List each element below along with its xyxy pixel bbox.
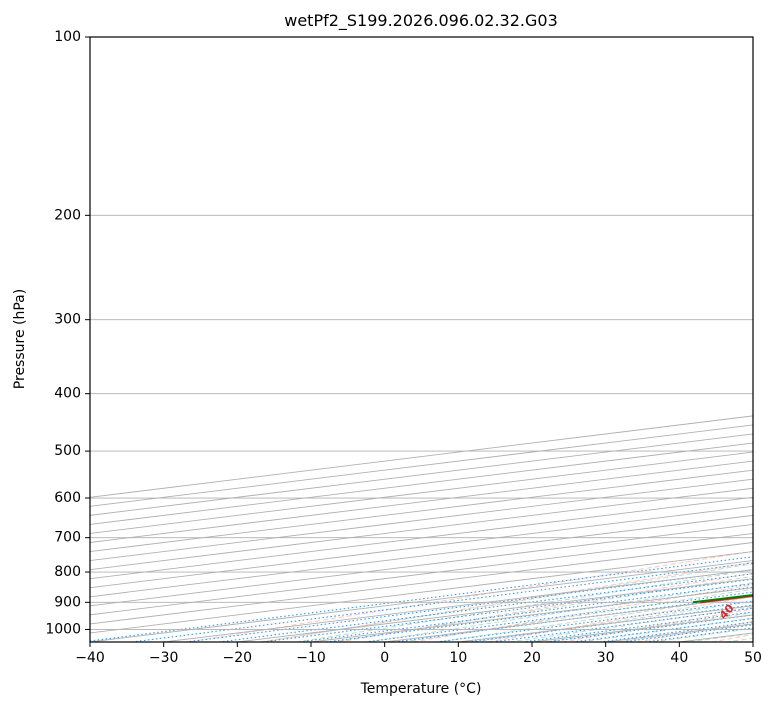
plot-area <box>90 37 753 642</box>
mixing-ratio-lines <box>90 556 753 642</box>
isotherm-line <box>90 523 753 607</box>
y-tick-label: 300 <box>54 312 81 328</box>
isotherm-line <box>90 478 753 562</box>
dry-adiabat-line <box>338 572 753 642</box>
y-tick-label: 800 <box>54 564 81 580</box>
mixing-ratio-line <box>326 586 753 642</box>
x-tick-label: −20 <box>223 650 253 666</box>
isotherm-line <box>90 533 753 616</box>
mixing-ratio-line <box>90 556 753 642</box>
y-axis-ticks: 100 200 300 400 500 600 700 800 900 1000 <box>45 29 90 637</box>
x-tick-label: 10 <box>449 650 467 666</box>
x-tick-label: 40 <box>670 650 688 666</box>
y-tick-label: 400 <box>54 386 81 402</box>
x-tick-label: 50 <box>744 650 762 666</box>
isotherm-line <box>90 487 753 571</box>
isotherm-line <box>90 469 753 553</box>
x-tick-label: −40 <box>75 650 105 666</box>
x-axis-ticks: −40 −30 −20 −10 0 10 20 30 40 50 <box>75 642 762 666</box>
x-tick-label: 0 <box>380 650 389 666</box>
dry-adiabat-line <box>263 561 753 642</box>
mixing-ratio-line <box>299 583 753 642</box>
x-tick-label: −30 <box>149 650 179 666</box>
y-tick-label: 100 <box>54 29 81 45</box>
y-tick-label: 500 <box>54 443 81 459</box>
dry-adiabat-line <box>412 584 753 642</box>
x-tick-label: −10 <box>296 650 326 666</box>
x-axis-title: Temperature (°C) <box>360 681 482 697</box>
moist-adiabat-line <box>367 582 753 642</box>
y-tick-label: 700 <box>54 530 81 546</box>
y-tick-label: 900 <box>54 594 81 610</box>
y-tick-label: 1000 <box>45 621 81 637</box>
isotherm-line <box>90 460 753 543</box>
dry-adiabat-line <box>487 596 753 642</box>
dry-adiabats <box>188 550 753 642</box>
mixing-ratio-line <box>262 578 753 642</box>
y-tick-label: 200 <box>54 207 81 223</box>
chart-title: wetPf2_S199.2026.096.02.32.G03 <box>284 11 558 31</box>
y-axis-title: Pressure (hPa) <box>12 289 28 389</box>
x-tick-label: 20 <box>523 650 541 666</box>
isotherm-line <box>90 505 753 589</box>
isotherms <box>90 415 753 642</box>
isobars <box>90 37 753 630</box>
isotherm-line <box>90 496 753 580</box>
y-tick-label: 600 <box>54 490 81 506</box>
isotherm-line <box>90 514 753 598</box>
plot-frame <box>89 36 754 643</box>
x-tick-label: 30 <box>597 650 615 666</box>
mixing-ratio-line <box>218 573 753 642</box>
